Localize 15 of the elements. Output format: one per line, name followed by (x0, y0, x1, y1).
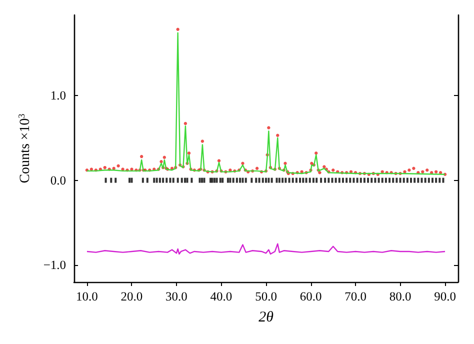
x-tick-label: 90.0 (434, 290, 456, 304)
x-tick-label: 80.0 (389, 290, 412, 304)
y-axis-title: Counts ×103 (16, 113, 33, 184)
x-tick-label: 40.0 (210, 290, 232, 304)
x-tick-label: 60.0 (300, 290, 322, 304)
line-series (86, 243, 446, 255)
x-tick-label: 20.0 (120, 290, 143, 304)
y-tick-label: 1.0 (50, 88, 66, 103)
x-tick-label: 50.0 (255, 290, 277, 304)
x-tick-label: 10.0 (76, 290, 98, 304)
x-tick-label: 30.0 (166, 290, 188, 304)
y-tick-label: 0.0 (50, 173, 66, 188)
x-axis-title: 2θ (258, 310, 274, 326)
x-tick-label: 70.0 (344, 290, 366, 304)
y-tick-label: −1.0 (43, 258, 66, 272)
